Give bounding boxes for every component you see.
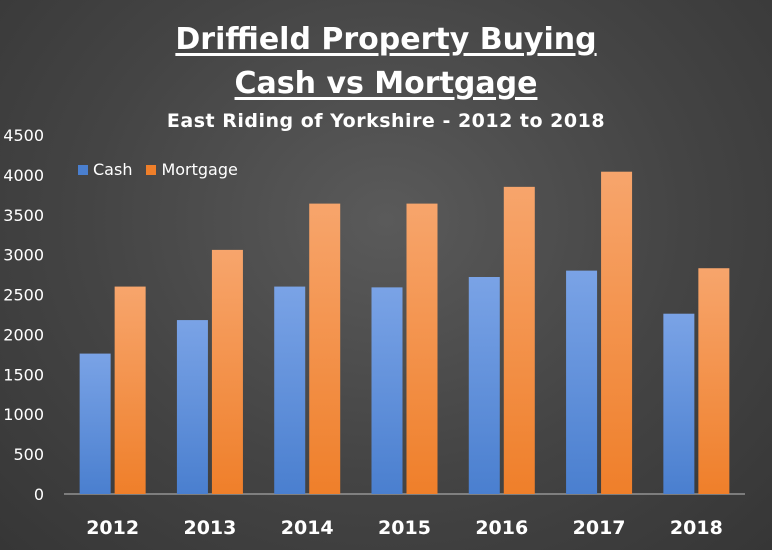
bar-mortgage-2016: [503, 186, 535, 494]
x-tick-label: 2014: [281, 517, 334, 539]
legend-label-mortgage: Mortgage: [161, 160, 238, 179]
bar-cash-2013: [176, 320, 208, 494]
y-tick-label: 3000: [3, 246, 44, 265]
bar-cash-2017: [566, 270, 598, 494]
legend-swatch-mortgage: [146, 164, 157, 175]
y-tick-label: 2000: [3, 325, 44, 344]
x-tick-label: 2013: [183, 517, 236, 539]
legend-swatch-cash: [78, 164, 88, 175]
y-tick-label: 3500: [3, 206, 44, 225]
y-tick-label: 1000: [3, 405, 44, 424]
bar-cash-2016: [468, 277, 500, 494]
legend-item-mortgage: Mortgage: [146, 160, 238, 179]
y-tick-label: 4000: [3, 166, 44, 185]
bar-mortgage-2018: [698, 268, 730, 494]
y-tick-label: 500: [13, 445, 44, 464]
chart-title: Driffield Property Buying: [175, 22, 597, 57]
y-tick-label: 2500: [3, 286, 44, 305]
y-tick-label: 1500: [3, 365, 44, 384]
bar-mortgage-2012: [114, 286, 146, 494]
chart-title-line2: Cash vs Mortgage: [234, 66, 538, 101]
x-tick-label: 2016: [475, 517, 528, 539]
legend: Cash Mortgage: [78, 160, 238, 179]
x-tick-label: 2012: [86, 517, 139, 539]
bar-cash-2015: [371, 287, 403, 494]
bar-cash-2018: [663, 313, 695, 494]
y-tick-label: 0: [34, 485, 44, 504]
x-tick-label: 2015: [378, 517, 431, 539]
bar-mortgage-2013: [211, 249, 243, 494]
legend-item-cash: Cash: [78, 160, 132, 179]
x-tick-label: 2018: [670, 517, 723, 539]
bar-cash-2012: [79, 353, 111, 494]
chart-subtitle: East Riding of Yorkshire - 2012 to 2018: [166, 110, 606, 132]
bar-mortgage-2014: [309, 203, 341, 494]
bar-mortgage-2015: [406, 203, 438, 494]
x-tick-label: 2017: [573, 517, 626, 539]
y-tick-label: 4500: [3, 126, 44, 145]
bar-mortgage-2017: [601, 171, 633, 494]
bar-cash-2014: [274, 286, 306, 494]
legend-label-cash: Cash: [93, 160, 133, 179]
